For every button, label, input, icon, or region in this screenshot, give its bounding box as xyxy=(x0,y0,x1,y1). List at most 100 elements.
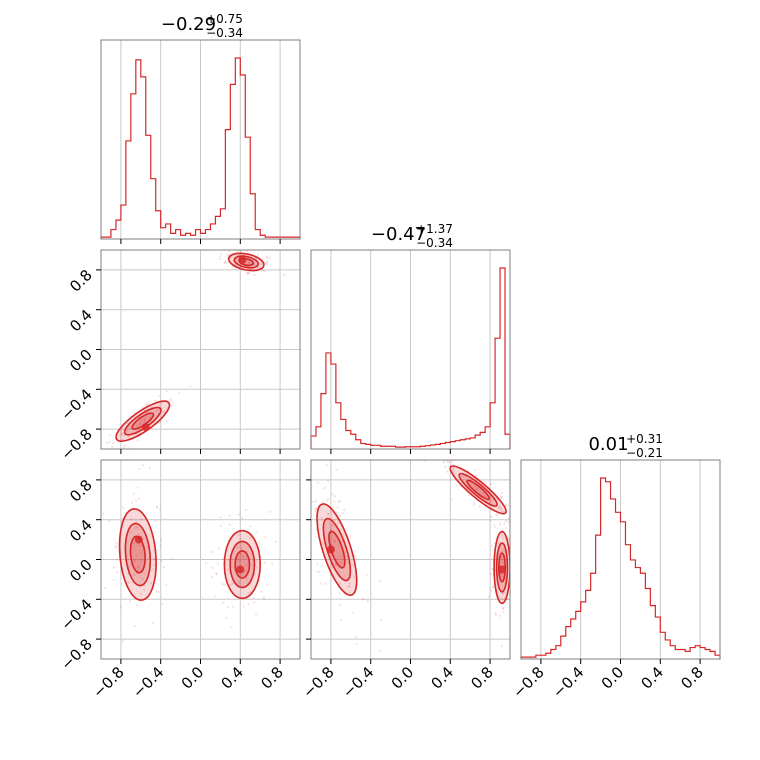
sample-point xyxy=(326,512,330,516)
sample-point xyxy=(500,491,504,495)
sample-point xyxy=(257,266,260,269)
sample-point xyxy=(355,643,358,646)
sample-point xyxy=(365,573,368,576)
sample-point xyxy=(338,582,341,585)
sample-point xyxy=(125,429,129,432)
x-tick-label: 0.8 xyxy=(467,663,497,693)
sample-point xyxy=(219,516,222,519)
sample-point xyxy=(251,563,255,567)
density-peak xyxy=(134,535,143,544)
sample-point xyxy=(504,520,507,523)
sample-point xyxy=(351,611,354,614)
sample-point xyxy=(498,506,501,510)
sample-point xyxy=(315,528,318,531)
sample-point xyxy=(108,434,111,437)
sample-point xyxy=(305,457,307,459)
sample-point xyxy=(231,265,234,268)
sample-point xyxy=(235,250,239,253)
density-contour xyxy=(234,550,251,579)
sample-point xyxy=(162,410,165,414)
sample-point xyxy=(136,424,139,427)
sample-point xyxy=(339,561,343,564)
sample-point xyxy=(494,526,497,529)
x-tick-label: 0.4 xyxy=(428,663,458,693)
sample-point xyxy=(240,546,243,550)
sample-point xyxy=(255,566,259,569)
sample-point xyxy=(130,518,133,521)
sample-point xyxy=(141,406,144,409)
sample-point xyxy=(218,547,221,550)
y-tick-label: −0.8 xyxy=(57,635,95,673)
sample-point xyxy=(249,537,252,540)
sample-point xyxy=(502,607,505,610)
sample-point xyxy=(248,591,251,594)
y-tick-label: 0.4 xyxy=(66,516,96,546)
sample-point xyxy=(169,398,172,401)
sample-point xyxy=(327,497,330,501)
marginal-title-upper-error: +0.75 xyxy=(206,12,243,26)
sample-point xyxy=(327,479,330,482)
x-tick-label: 0.0 xyxy=(178,663,208,693)
sample-point xyxy=(133,624,136,628)
sample-point xyxy=(348,585,351,588)
sample-point xyxy=(494,613,498,617)
y-tick-label: 0.0 xyxy=(66,346,96,376)
sample-point xyxy=(501,550,504,553)
sample-point xyxy=(500,645,504,648)
sample-point xyxy=(152,563,156,567)
sample-point xyxy=(143,417,146,420)
sample-point xyxy=(255,270,258,273)
sample-point xyxy=(228,523,232,526)
density-peak xyxy=(326,545,335,554)
sample-point xyxy=(266,583,269,586)
marginal-title-upper-error: +1.37 xyxy=(416,222,453,236)
sample-point xyxy=(211,575,214,579)
sample-point xyxy=(119,429,123,432)
sample-point xyxy=(502,510,505,514)
sample-point xyxy=(240,553,243,556)
sample-point xyxy=(139,422,142,426)
sample-point xyxy=(238,560,241,563)
sample-point xyxy=(131,501,134,504)
sample-point xyxy=(507,521,510,524)
sample-point xyxy=(137,497,140,500)
sample-point xyxy=(338,592,341,595)
sample-point xyxy=(228,514,231,517)
sample-point xyxy=(320,564,323,567)
x-tick-label: 0.4 xyxy=(218,663,248,693)
sample-point xyxy=(108,441,111,444)
sample-point xyxy=(451,460,454,463)
y-tick-label: 0.8 xyxy=(66,476,96,506)
sample-point xyxy=(226,568,230,571)
sample-point xyxy=(262,598,266,601)
sample-point xyxy=(432,452,434,454)
sample-point xyxy=(215,573,218,576)
sample-point xyxy=(227,558,230,562)
sample-point xyxy=(449,478,452,481)
density-layer xyxy=(101,464,278,643)
sample-point xyxy=(497,541,500,545)
marginal-title: −0.47 xyxy=(371,224,426,245)
sample-point xyxy=(234,258,238,261)
sample-point xyxy=(271,562,274,565)
sample-point xyxy=(447,461,450,464)
x-tick-label: −0.8 xyxy=(509,663,547,701)
sample-point xyxy=(361,598,365,601)
y-tick-label: 0.8 xyxy=(66,266,96,296)
sample-point xyxy=(165,390,168,393)
x-tick-label: −0.8 xyxy=(299,663,337,701)
sample-point xyxy=(105,441,109,444)
sample-point xyxy=(472,503,476,506)
sample-point xyxy=(101,512,105,515)
sample-point xyxy=(140,558,143,562)
sample-point xyxy=(274,540,278,544)
sample-point xyxy=(445,456,447,458)
sample-point xyxy=(489,572,492,575)
sample-point xyxy=(230,561,233,564)
sample-point xyxy=(228,536,231,539)
sample-point xyxy=(115,558,118,561)
sample-point xyxy=(135,553,138,557)
sample-point xyxy=(517,516,519,518)
sample-point xyxy=(484,495,487,498)
